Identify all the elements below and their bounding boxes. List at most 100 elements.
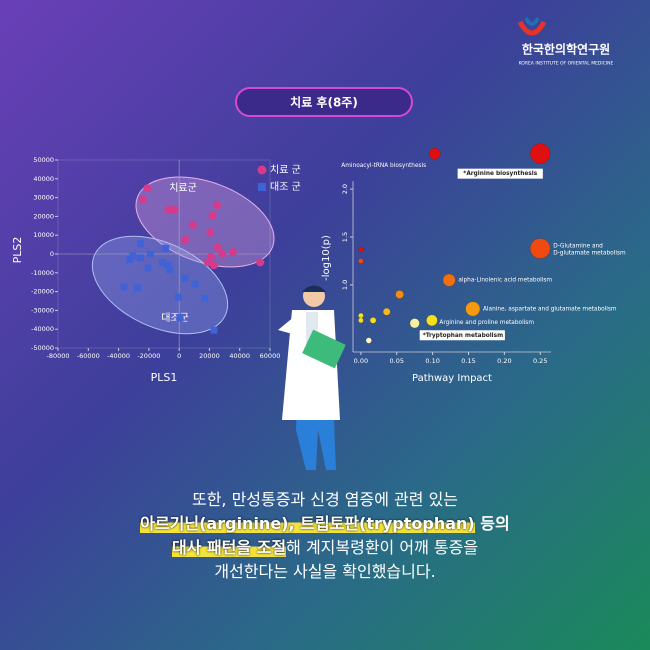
legend-label: 대조 군: [270, 181, 301, 193]
group-ellipse: [135, 176, 275, 268]
logo-name: 한국한의학연구원: [522, 42, 610, 57]
y-tick-label: 1.0: [341, 280, 349, 290]
bubble: [395, 290, 405, 299]
y-axis-label: PLS2: [11, 237, 24, 264]
bubble: [529, 238, 551, 259]
bubble: [529, 143, 551, 164]
point: [137, 254, 145, 262]
y-tick-label: 2.0: [341, 184, 349, 194]
point: [191, 280, 199, 288]
point: [218, 250, 227, 258]
point: [213, 201, 221, 210]
point: [228, 248, 237, 257]
y-tick-label: -50000: [31, 344, 54, 352]
caption-line: 개선한다는 사실을 확인했습니다.: [0, 560, 650, 584]
x-axis-label: PLS1: [151, 371, 178, 384]
caption-line: 또한, 만성통증과 신경 염증에 관련 있는: [0, 488, 650, 512]
y-tick-label: 1.5: [341, 232, 349, 242]
label-box: [419, 330, 505, 341]
x-tick-label: 60000: [260, 352, 281, 360]
bubble-label: *Tryptophan metabolism: [423, 333, 503, 339]
x-tick-label: 0.20: [497, 357, 511, 365]
x-tick-label: 0.05: [390, 357, 404, 365]
point: [144, 264, 152, 272]
y-tick-label: 0: [50, 250, 54, 258]
x-axis-label: Pathway Impact: [412, 373, 492, 384]
point: [256, 258, 265, 267]
point: [143, 184, 152, 193]
y-tick-label: -20000: [31, 288, 54, 296]
bubble: [382, 307, 391, 316]
x-tick-label: -40000: [107, 352, 130, 360]
label-box: [457, 168, 543, 179]
point: [129, 252, 137, 260]
point: [137, 240, 145, 248]
legend-label: 치료 군: [270, 164, 301, 176]
point: [201, 294, 209, 302]
point: [181, 235, 190, 244]
badge-box: [235, 87, 413, 117]
x-tick-label: 0.10: [425, 357, 439, 365]
badge: 치료 후(8주): [290, 95, 358, 110]
caption-text: 해 계지복령환이 어깨 통증을: [286, 538, 479, 557]
y-axis-label: -log10(p): [321, 235, 332, 281]
caption-text: 개선한다는 사실을 확인했습니다.: [214, 562, 436, 581]
group-label: 대조군: [161, 312, 189, 324]
caption-text: 아르기닌(arginine), 트립토판(tryptophan): [140, 514, 475, 533]
point: [203, 258, 212, 267]
bubble: [358, 312, 364, 319]
caption-text: 또한, 만성통증과 신경 염증에 관련 있는: [191, 490, 459, 509]
point: [138, 195, 147, 204]
bubble: [358, 258, 364, 264]
point: [209, 261, 218, 270]
point: [170, 205, 179, 214]
x-tick-label: 0.25: [533, 357, 547, 365]
bubble-label: Alanine, aspartate and glutamate metabol…: [483, 306, 617, 312]
caption-text: 등의: [474, 514, 510, 533]
logo-mark: [517, 17, 547, 36]
legend-marker: [257, 165, 267, 175]
point: [146, 250, 154, 258]
bubble: [369, 317, 377, 324]
point: [164, 205, 173, 214]
x-tick-label: 0: [177, 352, 181, 360]
y-tick-label: 50000: [33, 156, 54, 164]
x-tick-label: -60000: [77, 352, 100, 360]
x-tick-label: 20000: [199, 352, 220, 360]
caption-line: 대사 패턴을 조절해 계지복령환이 어깨 통증을: [0, 536, 650, 560]
charts: 한국한의학연구원 KOREA INSTITUTE OF ORIENTAL MED…: [11, 17, 626, 470]
bubble: [465, 301, 481, 317]
y-tick-label: 40000: [33, 175, 54, 183]
bubble-label-line: D-glutamate metabolism: [553, 250, 626, 256]
point: [188, 220, 197, 229]
group-label: 치료군: [169, 182, 197, 194]
x-tick-label: 40000: [229, 352, 250, 360]
bubble-label: Aminoacyl-tRNA biosynthesis: [341, 163, 426, 169]
bubble: [428, 147, 441, 160]
bubble: [426, 314, 438, 327]
bubble-label: Arginine and proline metabolism: [439, 320, 534, 326]
y-tick-label: 10000: [33, 231, 54, 239]
bubble-label: D-Glutamine and D-glutamate metabolism: [553, 243, 626, 256]
x-tick-label: 0.15: [461, 357, 475, 365]
logo-subtitle: KOREA INSTITUTE OF ORIENTAL MEDICINE: [519, 61, 614, 67]
point: [158, 258, 166, 266]
caption-text: 대사 패턴을 조절: [171, 538, 287, 557]
y-tick-label: 30000: [33, 194, 54, 202]
point: [166, 266, 174, 274]
group-ellipse: [91, 235, 229, 335]
point: [181, 274, 189, 282]
point: [120, 283, 128, 291]
point: [164, 261, 172, 269]
bubble-label: alpha-Linolenic acid metabolism: [458, 278, 552, 284]
x-tick-label: 0.00: [354, 357, 368, 365]
point: [176, 314, 184, 322]
bubble: [358, 246, 364, 253]
bubble: [365, 337, 372, 344]
y-tick-label: -40000: [31, 325, 54, 333]
point: [208, 211, 217, 220]
point: [162, 244, 170, 252]
y-tick-label: 20000: [33, 212, 54, 220]
bubble-label-line: D-Glutamine and: [553, 243, 603, 249]
